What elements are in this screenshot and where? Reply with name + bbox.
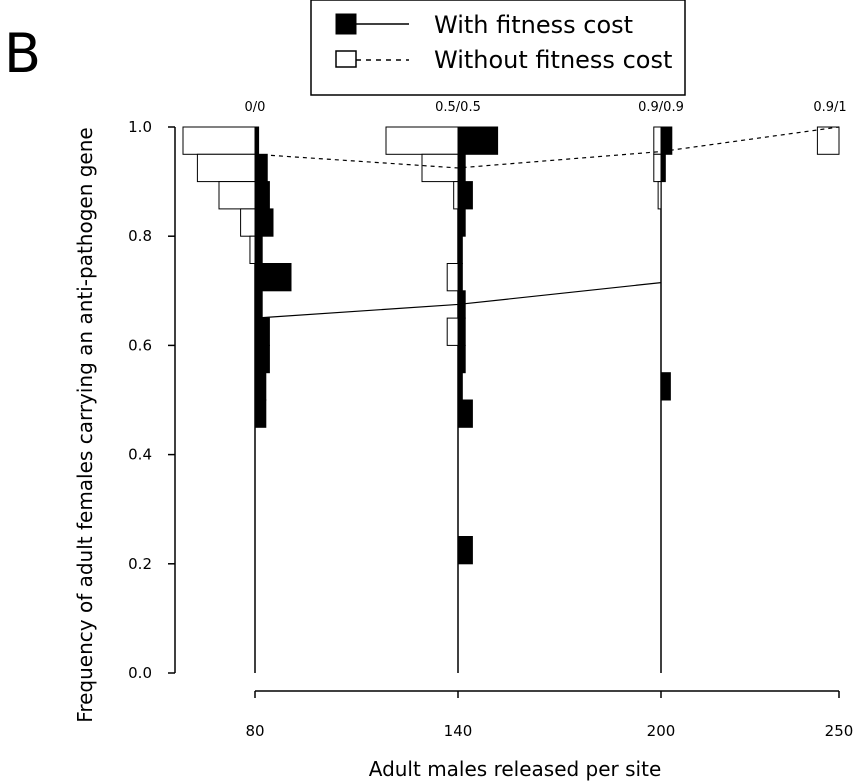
x-tick-label: 140: [444, 722, 473, 740]
bin-without-cost: [196, 153, 256, 183]
y-tick-label: 0.0: [128, 664, 152, 682]
group-top-label: 0.9/0.9: [638, 100, 684, 115]
legend-label-with-cost: With fitness cost: [434, 11, 633, 39]
bin-with-cost: [254, 399, 267, 428]
group-top-label: 0.9/1: [813, 100, 846, 115]
bin-with-cost: [457, 126, 499, 155]
bin-without-cost: [653, 126, 662, 155]
bin-without-cost: [385, 126, 459, 155]
legend-label-without-cost: Without fitness cost: [434, 46, 672, 74]
mean-lines: [254, 126, 840, 319]
y-tick-label: 0.8: [128, 227, 152, 245]
bin-without-cost: [240, 208, 256, 237]
bin-without-cost: [816, 126, 840, 155]
bin-with-cost: [254, 126, 260, 155]
y-tick-label: 0.6: [128, 336, 152, 354]
mean-line-with-cost: [254, 282, 662, 319]
bin-without-cost: [453, 181, 459, 210]
bin-with-cost: [457, 235, 463, 264]
bin-without-cost: [249, 235, 256, 264]
bin-without-cost: [218, 181, 256, 210]
bin-with-cost: [457, 317, 466, 346]
legend-entry-without-cost: Without fitness cost: [335, 46, 672, 74]
bin-without-cost: [653, 153, 662, 183]
bin-with-cost: [457, 208, 466, 237]
bin-with-cost: [254, 290, 263, 319]
bin-without-cost: [446, 263, 459, 292]
x-tick-label: 200: [647, 722, 676, 740]
bin-with-cost: [254, 181, 270, 210]
legend-swatch-open: [335, 50, 357, 68]
legend-entry-with-cost: With fitness cost: [335, 11, 633, 39]
bin-with-cost: [254, 344, 270, 374]
bin-with-cost: [457, 399, 473, 428]
y-tick-label: 1.0: [128, 118, 152, 136]
group-top-label: 0.5/0.5: [435, 100, 481, 115]
x-tick-label: 80: [245, 722, 264, 740]
bin-with-cost: [254, 317, 270, 346]
bin-with-cost: [254, 235, 263, 264]
group-top-label: 0/0: [245, 100, 266, 115]
bin-without-cost: [182, 126, 256, 155]
bin-with-cost: [254, 208, 274, 237]
bin-without-cost: [421, 153, 459, 183]
bin-with-cost: [457, 263, 463, 292]
x-axis: 80 140 200 250: [245, 690, 854, 740]
bin-with-cost: [457, 181, 473, 210]
bin-with-cost: [660, 372, 671, 401]
bin-with-cost: [660, 126, 673, 155]
bin-with-cost: [254, 263, 292, 292]
y-tick-label: 0.2: [128, 555, 152, 573]
panel-label: B: [4, 22, 41, 85]
x-axis-title: Adult males released per site: [369, 757, 662, 781]
bin-without-cost: [446, 317, 459, 346]
legend-swatch-filled: [335, 13, 357, 35]
y-axis: 0.0 0.2 0.4 0.6 0.8 1.0: [128, 118, 176, 682]
bin-with-cost: [457, 372, 463, 401]
legend: With fitness cost Without fitness cost: [310, 0, 686, 96]
top-labels: 0/0 0.5/0.5 0.9/0.9 0.9/1: [245, 100, 847, 115]
bin-without-cost: [657, 181, 662, 210]
bin-with-cost: [457, 536, 473, 565]
bin-with-cost: [457, 344, 466, 374]
bin-with-cost: [254, 372, 267, 401]
mean-line-without-cost: [254, 126, 840, 169]
y-tick-label: 0.4: [128, 446, 152, 464]
bin-with-cost: [254, 153, 268, 183]
bin-with-cost: [660, 153, 666, 183]
x-tick-label: 250: [825, 722, 854, 740]
legend-box: [310, 0, 686, 96]
histogram-groups: [182, 126, 840, 673]
y-axis-title: Frequency of adult females carrying an a…: [73, 127, 97, 722]
